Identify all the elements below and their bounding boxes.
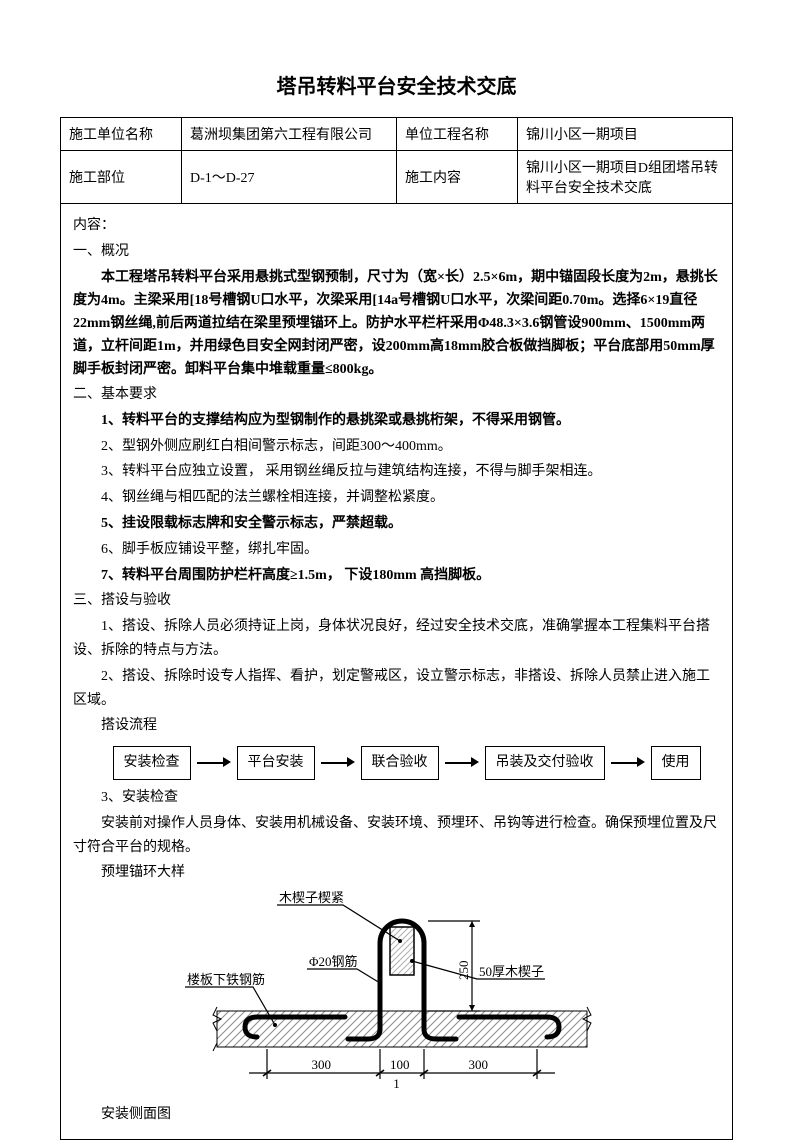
cell-unit-name-label: 施工单位名称 bbox=[61, 118, 182, 151]
svg-text:300: 300 bbox=[468, 1057, 488, 1072]
cell-project-name-value: 锦川小区一期项目 bbox=[517, 118, 732, 151]
requirement-item: 7、转料平台周围防护栏杆高度≥1.5m， 下设180mm 高挡脚板。 bbox=[73, 564, 720, 588]
requirement-item: 5、挂设限载标志牌和安全警示标志，严禁超载。 bbox=[73, 512, 720, 536]
svg-text:250: 250 bbox=[456, 961, 471, 981]
svg-text:Φ20钢筋: Φ20钢筋 bbox=[309, 954, 358, 969]
svg-text:100: 100 bbox=[390, 1057, 410, 1072]
requirement-item: 6、脚手板应铺设平整，绑扎牢固。 bbox=[73, 538, 720, 562]
arrow-icon bbox=[197, 758, 231, 768]
setup-3-paragraph: 安装前对操作人员身体、安装用机械设备、安装环境、预埋环、吊钩等进行检查。确保预埋… bbox=[73, 812, 720, 860]
requirement-item: 2、型钢外侧应刷红白相间警示标志，间距300～400mm。 bbox=[73, 435, 720, 459]
section-1-label: 一、概况 bbox=[73, 240, 720, 264]
arrow-icon bbox=[321, 758, 355, 768]
anchor-diagram-label: 预埋锚环大样 bbox=[73, 861, 720, 885]
flow-step: 平台安装 bbox=[237, 746, 315, 780]
flow-step: 使用 bbox=[651, 746, 701, 780]
content-label: 内容： bbox=[73, 214, 720, 238]
svg-text:300: 300 bbox=[311, 1057, 331, 1072]
flow-step: 吊装及交付验收 bbox=[485, 746, 605, 780]
cell-unit-name-value: 葛洲坝集团第六工程有限公司 bbox=[181, 118, 396, 151]
flow-step: 联合验收 bbox=[361, 746, 439, 780]
cell-content-value: 锦川小区一期项目D组团塔吊转料平台安全技术交底 bbox=[517, 151, 732, 204]
anchor-diagram: 木楔子楔紧 Φ20钢筋楼板下铁钢筋 50厚木楔子 250 300 100 300 bbox=[73, 891, 720, 1101]
setup-item-1: 1、搭设、拆除人员必须持证上岗，身体状况良好，经过安全技术交底，准确掌握本工程集… bbox=[73, 615, 720, 663]
page-title: 塔吊转料平台安全技术交底 bbox=[60, 70, 733, 99]
cell-project-name-label: 单位工程名称 bbox=[396, 118, 517, 151]
svg-text:50厚木楔子: 50厚木楔子 bbox=[479, 964, 544, 979]
arrow-icon bbox=[445, 758, 479, 768]
section-2-label: 二、基本要求 bbox=[73, 383, 720, 407]
cell-part-label: 施工部位 bbox=[61, 151, 182, 204]
setup-item-2: 2、搭设、拆除时设专人指挥、看护，划定警戒区，设立警示标志，非搭设、拆除人员禁止… bbox=[73, 665, 720, 713]
page-number: 1 bbox=[0, 1076, 793, 1092]
cell-content-label: 施工内容 bbox=[396, 151, 517, 204]
side-view-label: 安装侧面图 bbox=[73, 1103, 720, 1127]
flow-label: 搭设流程 bbox=[73, 714, 720, 738]
svg-text:木楔子楔紧: 木楔子楔紧 bbox=[279, 891, 344, 905]
svg-text:楼板下铁钢筋: 楼板下铁钢筋 bbox=[187, 972, 265, 987]
overview-paragraph: 本工程塔吊转料平台采用悬挑式型钢预制，尺寸为（宽×长）2.5×6m，期中锚固段长… bbox=[73, 266, 720, 381]
requirement-item: 4、钢丝绳与相匹配的法兰螺栓相连接，并调整松紧度。 bbox=[73, 486, 720, 510]
section-3-label: 三、搭设与验收 bbox=[73, 589, 720, 613]
flow-diagram: 安装检查 平台安装 联合验收 吊装及交付验收 使用 bbox=[93, 746, 720, 780]
header-table: 施工单位名称 葛洲坝集团第六工程有限公司 单位工程名称 锦川小区一期项目 施工部… bbox=[60, 117, 733, 204]
requirement-item: 1、转料平台的支撑结构应为型钢制作的悬挑梁或悬挑桁架，不得采用钢管。 bbox=[73, 409, 720, 433]
requirement-item: 3、转料平台应独立设置， 采用钢丝绳反拉与建筑结构连接，不得与脚手架相连。 bbox=[73, 460, 720, 484]
content-body: 内容： 一、概况 本工程塔吊转料平台采用悬挑式型钢预制，尺寸为（宽×长）2.5×… bbox=[60, 204, 733, 1140]
arrow-icon bbox=[611, 758, 645, 768]
setup-item-3: 3、安装检查 bbox=[73, 786, 720, 810]
cell-part-value: D-1～D-27 bbox=[181, 151, 396, 204]
flow-step: 安装检查 bbox=[113, 746, 191, 780]
